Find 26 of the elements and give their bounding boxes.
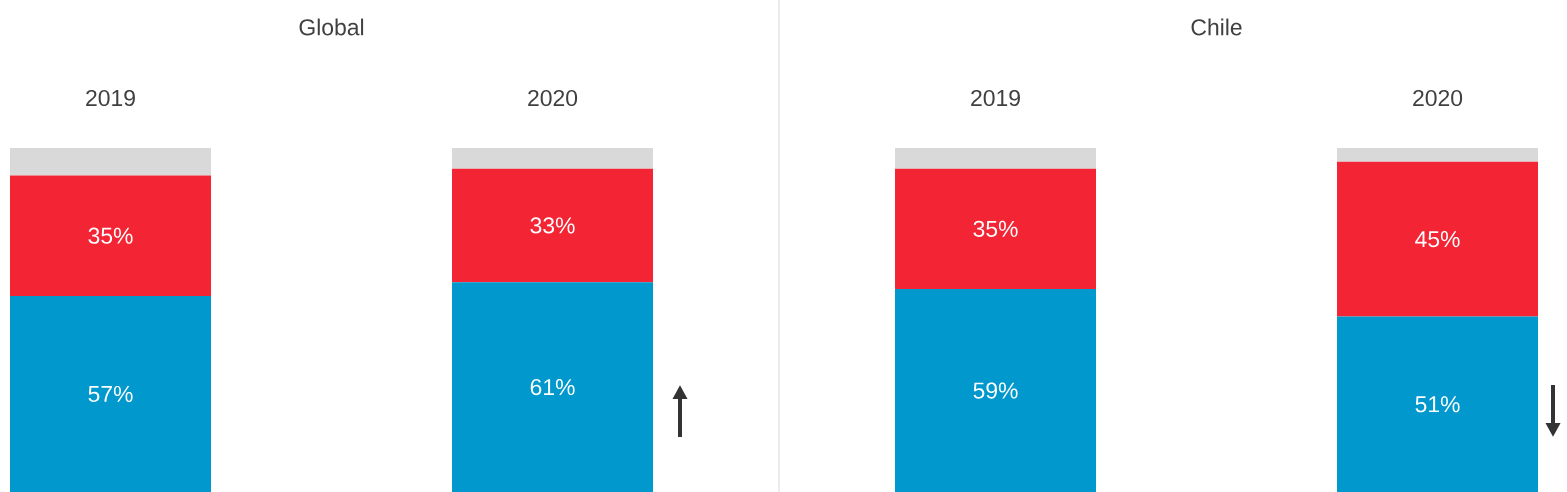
x-tick-label: 2019 [86, 89, 135, 107]
data-label: 35% [88, 227, 133, 244]
chart-title: Global [299, 18, 364, 36]
bar [452, 168, 654, 283]
bar [452, 282, 654, 492]
data-label: 35% [973, 220, 1018, 237]
bar [895, 148, 1097, 169]
bar [452, 148, 654, 169]
data-label: 59% [973, 382, 1018, 399]
data-label: 33% [530, 217, 575, 234]
bar [895, 168, 1097, 290]
data-label: 45% [1415, 231, 1460, 248]
x-tick-label: 2020 [528, 89, 578, 107]
bar [10, 175, 211, 296]
bar [1337, 161, 1539, 317]
x-tick-label: 2020 [1413, 89, 1463, 107]
bar [10, 148, 211, 176]
bar [895, 289, 1097, 492]
bar [1337, 316, 1539, 492]
chart-title: Chile [1191, 18, 1242, 36]
bar [10, 295, 211, 492]
data-label: 57% [88, 385, 133, 403]
x-tick-label: 2019 [971, 89, 1020, 107]
data-label: 51% [1415, 396, 1460, 413]
data-label: 61% [530, 378, 575, 396]
bar [1337, 148, 1539, 162]
